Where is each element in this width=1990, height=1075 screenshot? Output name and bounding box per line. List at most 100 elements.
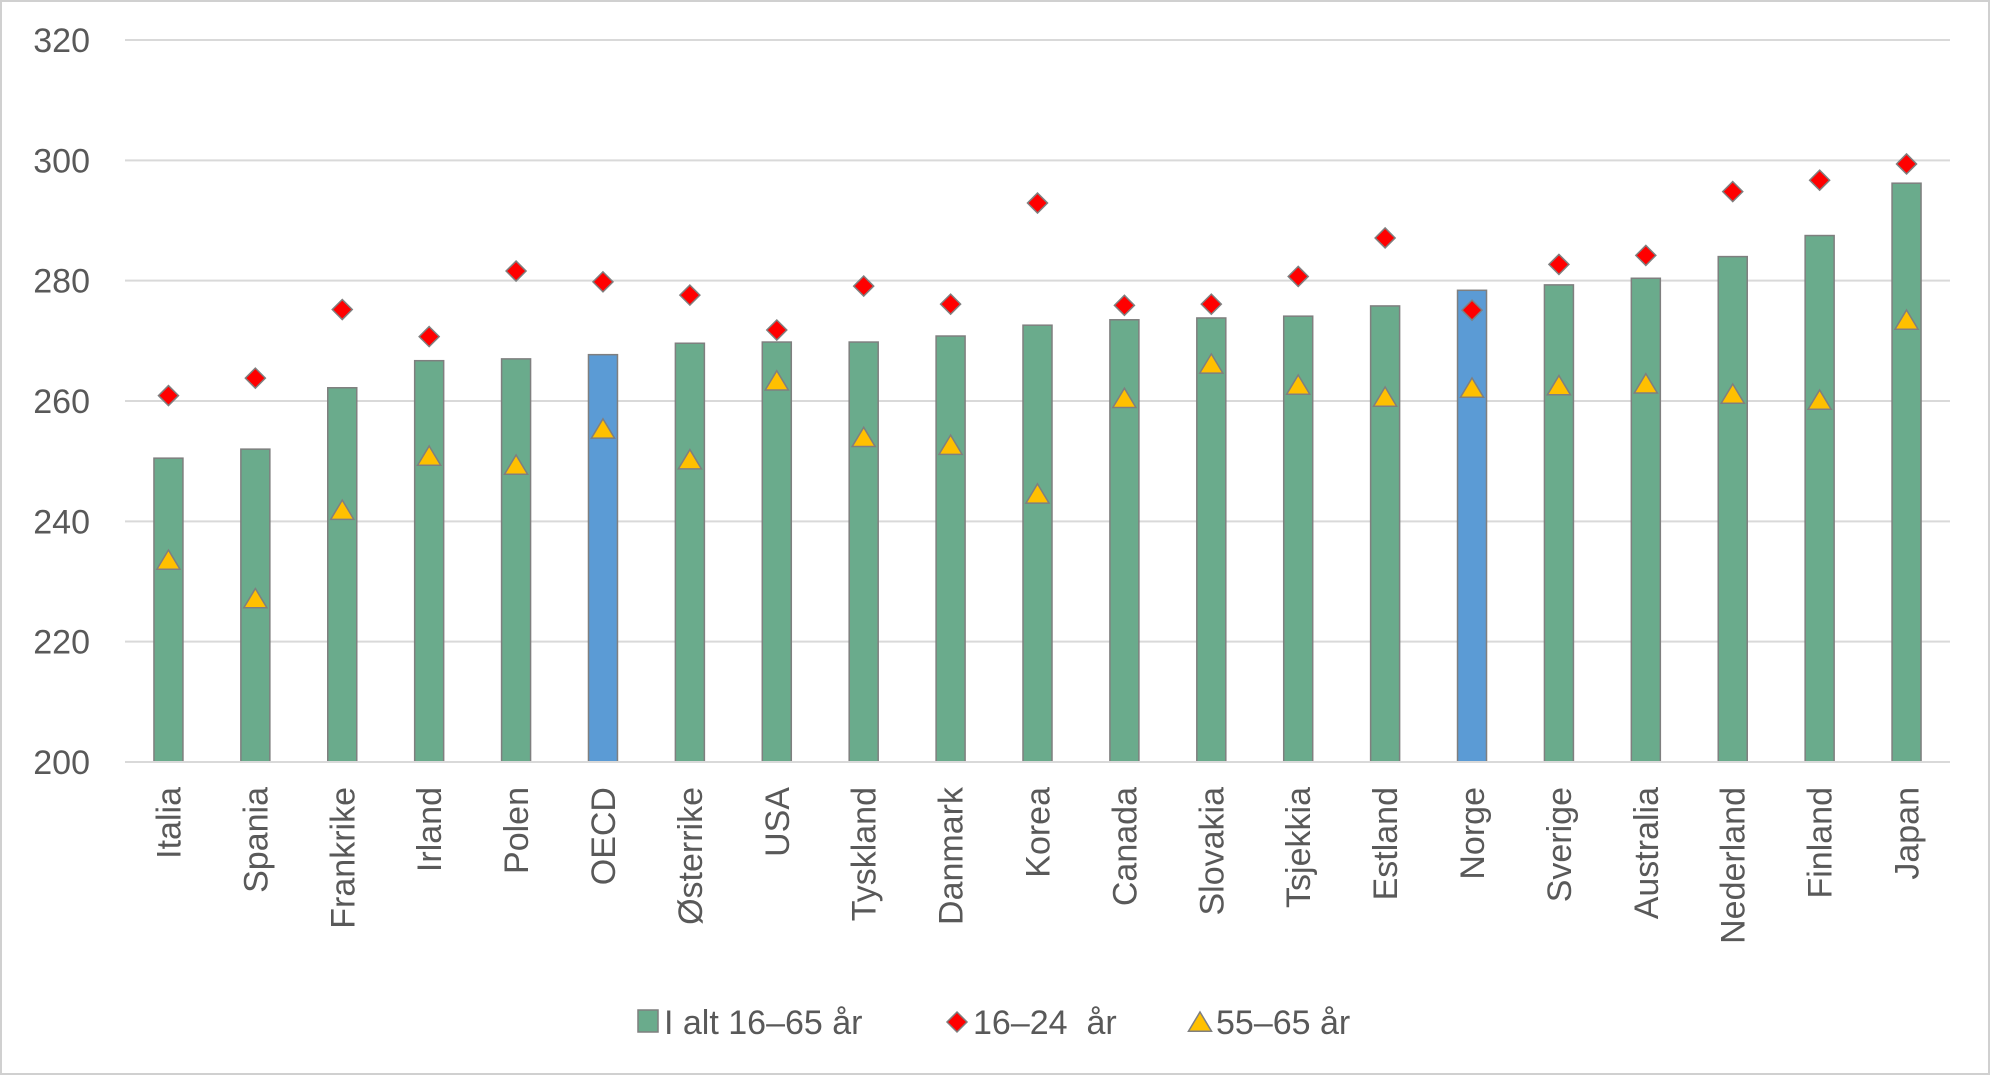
bar-australia	[1630, 277, 1662, 763]
x-axis: Italia Spania Frankrike Irland Polen OECD Øste…	[125, 761, 1950, 944]
legend-item: I alt 16–65 år	[637, 1004, 862, 1042]
marker-16-24-østerrike	[678, 284, 701, 307]
bar-japan	[1891, 182, 1922, 763]
bar-estland	[1369, 305, 1401, 763]
y-tick-label: 200	[33, 744, 90, 782]
bar-italia	[153, 457, 184, 763]
marker-16-24-tsjekkia	[1287, 265, 1310, 288]
x-tick-label: Tyskland	[846, 787, 884, 921]
x-tick-label: Spania	[237, 787, 275, 893]
legend-label: 55–65 år	[1216, 1004, 1350, 1042]
x-tick-label: Korea	[1020, 787, 1058, 878]
bar-østerrike	[674, 342, 706, 763]
marker-16-24-sverige	[1547, 253, 1570, 276]
bar-norge	[1456, 289, 1488, 763]
marker-55-65-østerrike	[677, 448, 703, 470]
x-tick-label: Slovakia	[1193, 787, 1231, 916]
x-tick-label: Østerrike	[672, 787, 710, 925]
x-tick-label: Tsjekkia	[1280, 787, 1318, 908]
legend-swatch	[945, 1010, 969, 1034]
marker-55-65-danmark	[937, 433, 964, 456]
y-tick-label: 300	[33, 142, 90, 180]
x-tick-label: Nederland	[1715, 787, 1753, 944]
marker-55-65-sverige	[1546, 374, 1572, 396]
marker-55-65-spania	[242, 587, 269, 609]
bar-oecd	[587, 353, 619, 763]
legend-label: I alt 16–65 år	[664, 1004, 862, 1042]
marker-16-24-australia	[1634, 244, 1657, 267]
x-tick-label: OECD	[585, 787, 623, 885]
marker-16-24-spania	[244, 367, 267, 390]
bar-frankrike	[327, 387, 358, 763]
marker-55-65-polen	[503, 453, 529, 475]
bar-usa	[761, 341, 793, 763]
x-tick-label: Polen	[498, 787, 536, 874]
marker-55-65-frankrike	[329, 498, 356, 521]
y-tick-label: 280	[33, 263, 90, 301]
legend: I alt 16–65 år 16–24 år 55–65 år	[637, 1004, 1350, 1042]
marker-55-65-canada	[1111, 386, 1138, 409]
marker-55-65-estland	[1372, 385, 1398, 407]
marker-16-24-italia	[157, 384, 180, 407]
y-tick-label: 220	[33, 624, 90, 662]
marker-16-24-frankrike	[331, 298, 354, 321]
marker-55-65-norge	[1459, 376, 1485, 398]
legend-label: 16–24 år	[973, 1004, 1117, 1042]
marker-55-65-slovakia	[1198, 352, 1225, 374]
marker-16-24-oecd	[591, 270, 615, 293]
y-axis: 200 220 240 260 280 300 320	[33, 22, 90, 782]
marker-16-24-estland	[1374, 226, 1397, 250]
marker-16-24-tyskland	[852, 275, 875, 298]
bar-sverige	[1543, 284, 1575, 763]
x-tick-label: Sverige	[1541, 787, 1579, 902]
bar-slovakia	[1196, 317, 1227, 763]
legend-swatch	[637, 1009, 659, 1033]
marker-55-65-usa	[763, 369, 790, 391]
marker-16-24-korea	[1026, 191, 1049, 215]
marker-16-24-canada	[1113, 294, 1136, 317]
marker-16-24-polen	[505, 259, 528, 283]
marker-16-24-usa	[765, 318, 788, 342]
marker-16-24-nederland	[1721, 180, 1744, 203]
x-tick-label: Estland	[1367, 787, 1405, 900]
x-tick-label: Canada	[1106, 787, 1144, 906]
y-tick-label: 260	[33, 383, 90, 421]
x-tick-label: USA	[759, 787, 797, 857]
marker-16-24-norge	[1460, 299, 1484, 322]
marker-55-65-australia	[1632, 372, 1659, 394]
legend-swatch	[1187, 1010, 1213, 1032]
marker-55-65-finland	[1806, 388, 1833, 410]
x-tick-label: Irland	[411, 787, 449, 872]
marker-16-24-irland	[418, 325, 441, 348]
bar-korea	[1022, 324, 1053, 763]
marker-55-65-japan	[1893, 308, 1920, 330]
marker-16-24-japan	[1895, 152, 1918, 176]
marker-16-24-slovakia	[1200, 293, 1223, 316]
y-tick-label: 320	[33, 22, 90, 60]
bars-series-total	[153, 182, 1922, 763]
marker-55-65-tsjekkia	[1285, 373, 1312, 395]
bar-canada	[1109, 319, 1140, 763]
x-tick-label: Japan	[1889, 787, 1927, 880]
x-tick-label: Norge	[1454, 787, 1492, 880]
marker-16-24-danmark	[939, 293, 962, 316]
marker-55-65-irland	[416, 444, 443, 466]
marker-55-65-tyskland	[850, 425, 877, 448]
marker-16-24-finland	[1808, 169, 1831, 192]
marker-55-65-nederland	[1719, 382, 1746, 404]
legend-item: 16–24 år	[945, 1004, 1117, 1042]
x-tick-label: Australia	[1628, 787, 1666, 919]
y-tick-label: 240	[33, 503, 90, 541]
marker-55-65-italia	[155, 548, 182, 571]
bar-danmark	[935, 335, 966, 763]
x-tick-label: Finland	[1802, 787, 1840, 899]
bar-tyskland	[848, 341, 879, 763]
bar-polen	[500, 358, 532, 763]
bar-irland	[413, 359, 445, 763]
x-tick-label: Italia	[150, 787, 188, 859]
x-tick-label: Danmark	[933, 786, 971, 925]
marker-series	[155, 152, 1920, 609]
bar-finland	[1804, 234, 1835, 763]
